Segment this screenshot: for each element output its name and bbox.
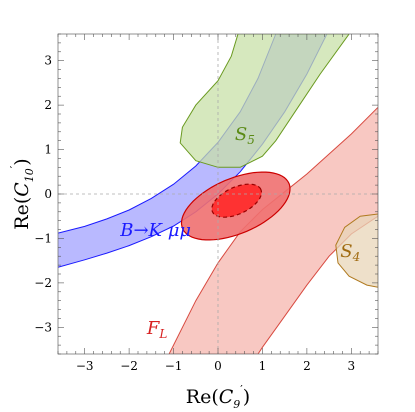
y-tick-label: 0 <box>44 187 52 201</box>
axis-ticks: −3 −2 −1 0 1 2 3 −3 −2 −1 0 1 2 3 <box>34 33 379 373</box>
x-tick-label: 2 <box>303 359 311 373</box>
regions-layer <box>58 34 378 354</box>
y-tick-label: 1 <box>44 143 52 157</box>
region-f-l <box>168 106 378 354</box>
y-tick-label: −1 <box>34 231 52 245</box>
x-axis-title: Re(C9′) <box>186 383 250 411</box>
region-combined-1 <box>211 183 263 218</box>
x-tick-label: 1 <box>259 359 267 373</box>
x-tick-label: −3 <box>76 359 94 373</box>
y-tick-label: −2 <box>34 276 52 290</box>
region-s4 <box>335 213 378 288</box>
x-tick-label: 0 <box>214 359 222 373</box>
x-tick-label: −2 <box>120 359 138 373</box>
y-tick-label: −3 <box>34 320 52 334</box>
x-tick-label: 3 <box>348 359 356 373</box>
svg-text:Re(C9′): Re(C9′) <box>186 383 250 411</box>
reference-lines <box>58 34 378 354</box>
y-tick-label: 3 <box>44 54 52 68</box>
x-tick-label: −1 <box>165 359 183 373</box>
y-axis-title: Re(C10′) <box>8 158 36 229</box>
label-b-k: B→K μμ <box>119 220 191 241</box>
y-tick-label: 2 <box>44 98 52 112</box>
region-s5 <box>179 34 350 168</box>
svg-text:Re(C10′): Re(C10′) <box>8 158 36 229</box>
